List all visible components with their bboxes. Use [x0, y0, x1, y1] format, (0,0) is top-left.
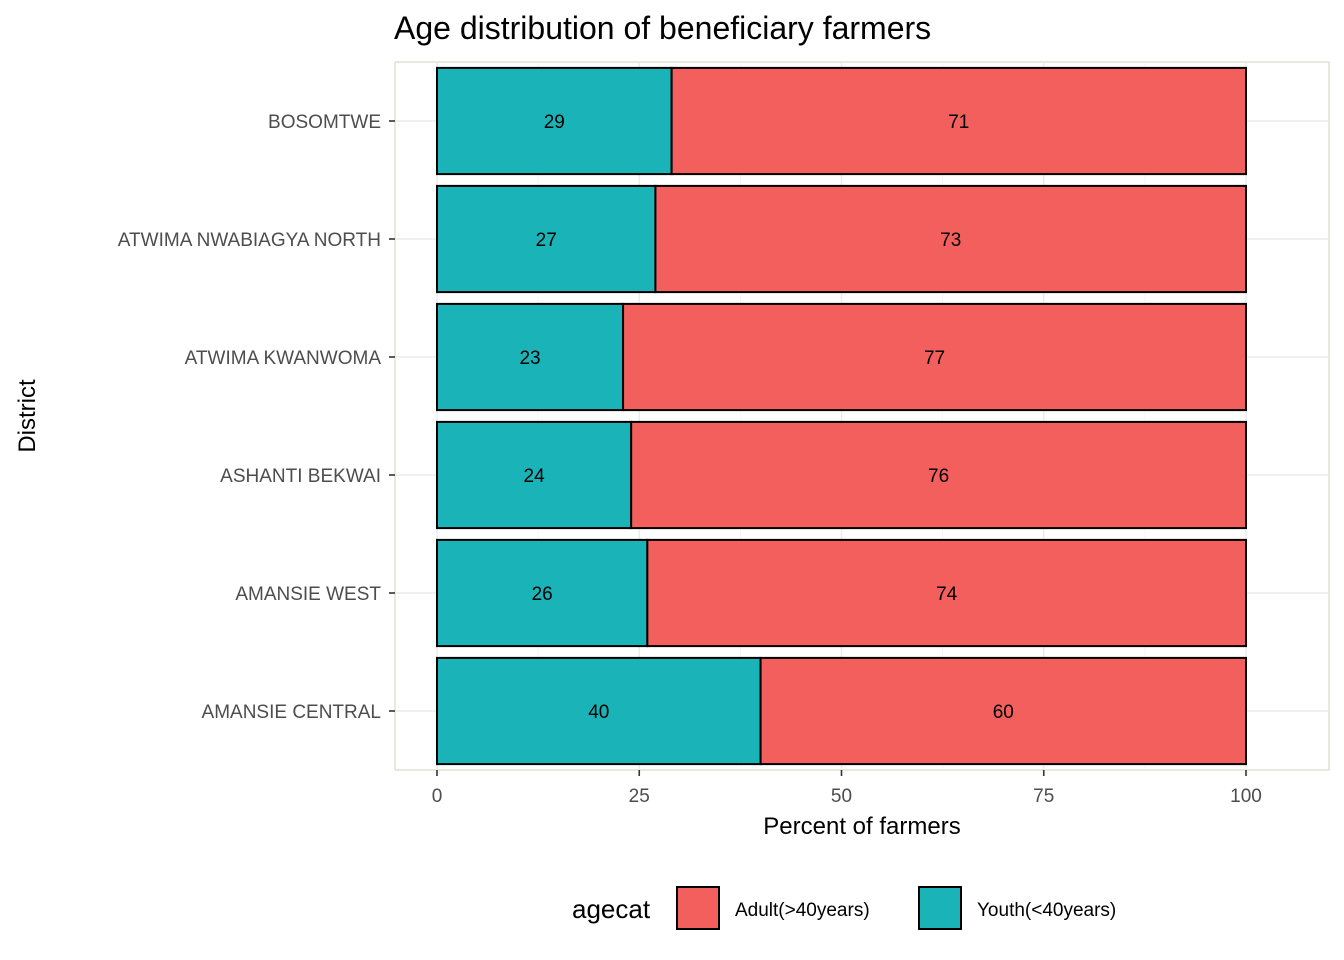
legend-swatch-adult	[676, 886, 720, 930]
bar-value-label: 26	[532, 584, 553, 605]
bar-value-label: 74	[936, 584, 958, 605]
bar-segment-youth	[436, 66, 673, 176]
chart-title: Age distribution of beneficiary farmers	[394, 10, 931, 46]
bar-value-label: 23	[519, 348, 540, 369]
x-tick-label: 50	[831, 786, 852, 807]
bar-value-label: 60	[993, 702, 1014, 723]
bar-segment-youth	[436, 302, 625, 412]
y-axis-title: District	[14, 379, 41, 453]
bar-segment-adult	[759, 656, 1247, 766]
x-tick-label: 0	[432, 786, 443, 807]
legend-label-youth: Youth(<40years)	[977, 900, 1116, 921]
bar-segment-youth	[436, 420, 633, 530]
bar-value-label: 77	[924, 348, 945, 369]
x-axis-title: Percent of farmers	[763, 813, 960, 840]
bar-segment-adult	[670, 66, 1247, 176]
bar-segment-youth	[436, 184, 657, 294]
bar-value-label: 76	[928, 466, 949, 487]
legend-label-adult: Adult(>40years)	[735, 900, 870, 921]
x-tick-label: 100	[1230, 786, 1262, 807]
bar-segment-adult	[630, 420, 1247, 530]
bars	[436, 66, 1247, 766]
bar-value-label: 27	[536, 230, 557, 251]
bar-value-label: 73	[940, 230, 961, 251]
y-tick-label: BOSOMTWE	[268, 112, 381, 133]
bar-labels: 40 60 26 74 24 76 23 77 27 73 29 71	[519, 112, 1013, 723]
bar-segment-adult	[654, 184, 1247, 294]
y-tick-label: ASHANTI BEKWAI	[220, 466, 381, 487]
y-tick-label: AMANSIE CENTRAL	[202, 702, 381, 723]
x-tick-label: 25	[629, 786, 650, 807]
x-axis: 0 25 50 75 100	[432, 770, 1262, 807]
y-tick-label: ATWIMA KWANWOMA	[185, 348, 382, 369]
bar-segment-youth	[436, 538, 649, 648]
y-tick-label: AMANSIE WEST	[235, 584, 381, 605]
bar-value-label: 40	[588, 702, 609, 723]
plot-panel	[394, 61, 1330, 771]
x-tick-label: 75	[1033, 786, 1054, 807]
y-tick-label: ATWIMA NWABIAGYA NORTH	[118, 230, 381, 251]
bar-value-label: 71	[948, 112, 969, 133]
bar-value-label: 24	[524, 466, 546, 487]
legend-title: agecat	[572, 894, 651, 924]
bar-value-label: 29	[544, 112, 565, 133]
legend-swatch-youth	[918, 886, 962, 930]
y-axis: AMANSIE CENTRAL AMANSIE WEST ASHANTI BEKWA…	[118, 112, 395, 723]
bar-segment-adult	[646, 538, 1247, 648]
legend: agecat Adult(>40years) Youth(<40years)	[572, 886, 1116, 930]
bar-segment-adult	[622, 302, 1247, 412]
